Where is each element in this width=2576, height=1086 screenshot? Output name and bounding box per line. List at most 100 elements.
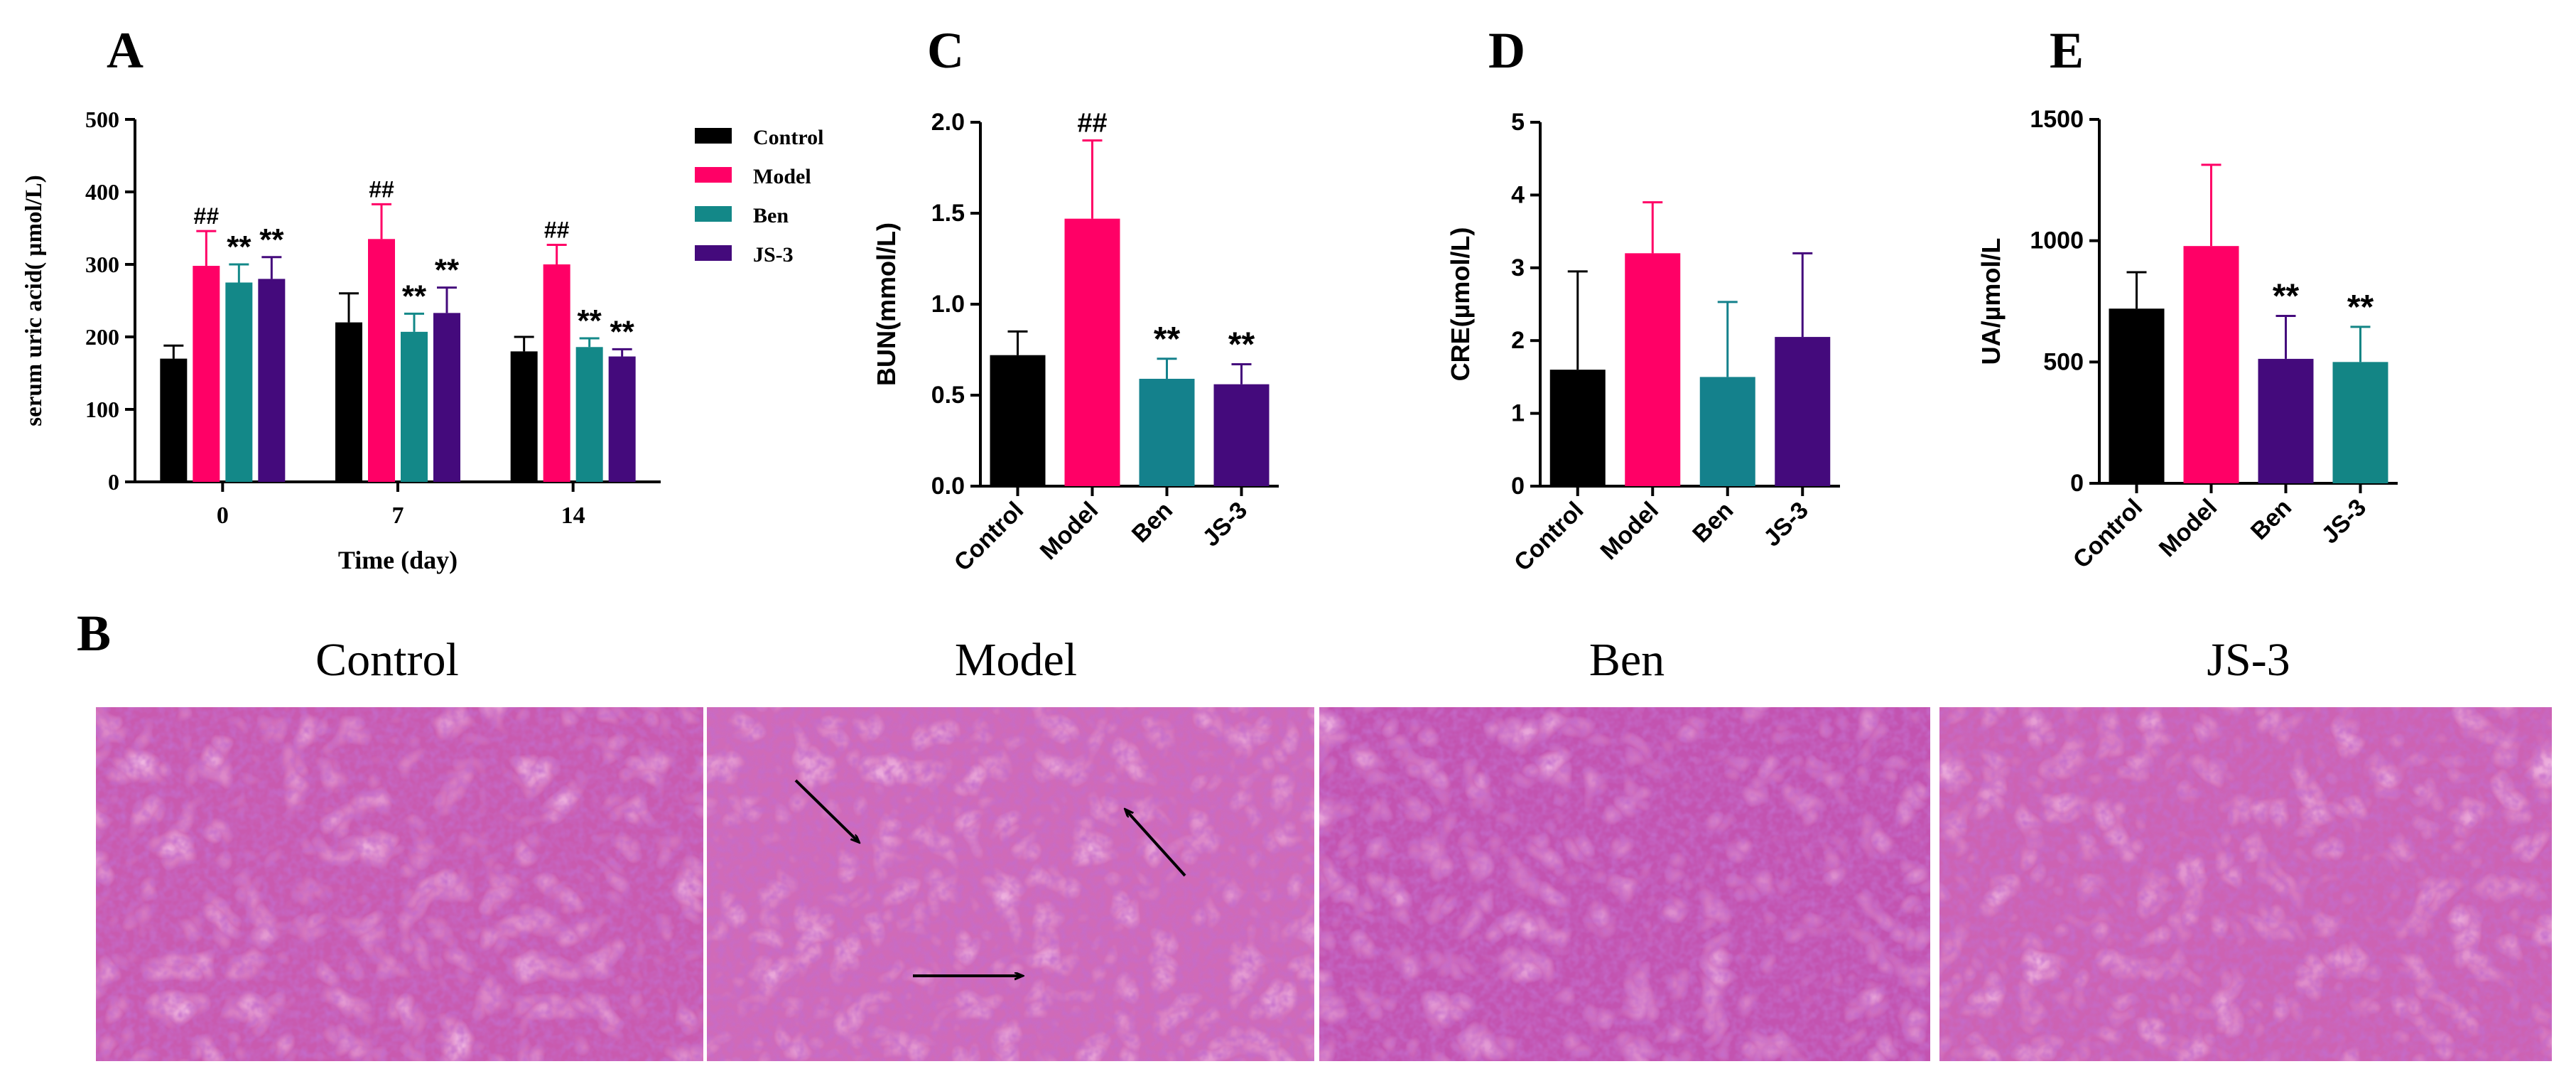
chart-a-significance-mark: ** — [435, 253, 460, 288]
chart-e-significance-mark: ** — [2347, 289, 2374, 326]
panel-letter-e: E — [2050, 22, 2084, 79]
chart-e-bar — [2109, 308, 2165, 483]
chart-a-xlabel: Time (day) — [338, 546, 458, 574]
histology-title-model: Model — [955, 634, 1077, 686]
legend-swatch-js3 — [695, 245, 732, 261]
panel-letter-b: B — [77, 605, 111, 662]
legend-label-control: Control — [753, 126, 823, 149]
chart-d-ytick-label: 3 — [1511, 254, 1525, 281]
histology-title-control: Control — [315, 634, 459, 686]
chart-a-ytick-label: 500 — [85, 107, 119, 132]
chart-a-ytick-label: 300 — [85, 252, 119, 277]
chart-a-bar — [160, 358, 188, 482]
chart-c-ytick-label: 1.0 — [931, 291, 965, 318]
chart-e: 0 500 1000 1500 UA/µmol/L Control Model ** Ben **… — [1976, 106, 2398, 574]
chart-c-xtick-label: JS-3 — [1197, 497, 1252, 552]
chart-a-xtick-label: 7 — [392, 502, 404, 529]
legend-swatch-control — [695, 128, 732, 144]
chart-a-ytick-label: 0 — [108, 469, 119, 495]
chart-e-ytick-label: 500 — [2043, 348, 2084, 375]
chart-c-ytick-label: 1.5 — [931, 200, 965, 227]
chart-a-bar — [193, 266, 220, 482]
chart-a-xtick-label: 14 — [561, 502, 585, 529]
legend-label-ben: Ben — [753, 204, 789, 227]
chart-d-xtick-label: Ben — [1687, 497, 1738, 548]
legend: Control Model Ben JS-3 — [695, 126, 823, 267]
histology-image-model — [707, 707, 1314, 1061]
chart-e-ytick-label: 1000 — [2030, 227, 2084, 254]
histology-title-ben: Ben — [1589, 634, 1665, 686]
chart-e-xtick-label: Control — [2068, 494, 2148, 574]
chart-a-bar — [510, 351, 538, 482]
chart-a-bar — [575, 347, 603, 482]
chart-a-significance-mark: ## — [369, 176, 394, 202]
chart-a-significance-mark: ** — [610, 314, 635, 349]
chart-a-ytick-label: 200 — [85, 324, 119, 350]
chart-d-xtick-label: JS-3 — [1758, 497, 1814, 552]
chart-c-significance-mark: ** — [1228, 326, 1255, 363]
legend-swatch-ben — [695, 206, 732, 222]
chart-a-bar — [225, 282, 253, 482]
chart-d-ylabel: CRE(µmol/L) — [1446, 227, 1475, 382]
chart-a-bar — [608, 356, 636, 482]
chart-e-bar — [2183, 246, 2239, 483]
chart-d-xtick-label: Control — [1509, 497, 1589, 576]
chart-d-bar — [1625, 253, 1681, 486]
chart-c-significance-mark: ## — [1077, 109, 1107, 139]
chart-c-bar — [1064, 218, 1120, 486]
chart-a-bar — [258, 279, 286, 482]
chart-a-bar — [401, 331, 428, 482]
chart-d-ytick-label: 1 — [1511, 400, 1525, 427]
chart-c-xtick-label: Model — [1035, 497, 1103, 565]
panel-letter-a: A — [107, 22, 144, 79]
chart-d-bar — [1775, 337, 1831, 486]
chart-c-bar — [1213, 384, 1270, 486]
chart-a-significance-mark: ## — [194, 203, 220, 229]
chart-e-xtick-label: JS-3 — [2316, 494, 2371, 549]
legend-swatch-model — [695, 167, 732, 183]
histology-image-ben — [1319, 707, 1930, 1061]
chart-a-significance-mark: ** — [259, 222, 284, 257]
chart-c-xtick-label: Control — [949, 497, 1029, 576]
chart-a-ylabel: serum uric acid( µmol/L) — [21, 175, 47, 426]
legend-label-model: Model — [753, 165, 811, 188]
chart-c: 0.0 0.5 1.0 1.5 2.0 BUN(mmol/L) Control ## Model… — [872, 109, 1279, 576]
chart-c-ytick-label: 0.5 — [931, 382, 965, 409]
chart-d-ytick-label: 0 — [1511, 473, 1525, 500]
arrow-1 — [794, 779, 858, 842]
chart-a-ytick-label: 400 — [85, 179, 119, 205]
chart-c-ytick-label: 2.0 — [931, 109, 965, 136]
chart-e-bar — [2258, 358, 2314, 483]
chart-a-significance-mark: ## — [544, 217, 570, 242]
chart-d-ytick-label: 4 — [1511, 181, 1525, 208]
chart-e-significance-mark: ** — [2273, 277, 2300, 315]
chart-d-xtick-label: Model — [1596, 497, 1664, 565]
chart-a-significance-mark: ** — [402, 279, 427, 313]
histology-image-js3 — [1939, 707, 2552, 1061]
chart-a-ytick-label: 100 — [85, 397, 119, 422]
chart-c-significance-mark: ** — [1154, 321, 1181, 358]
chart-d-bar — [1549, 370, 1606, 486]
panel-letter-d: D — [1488, 22, 1525, 79]
chart-a-bar — [543, 264, 570, 482]
chart-e-ytick-label: 0 — [2070, 470, 2084, 497]
chart-d: 0 1 2 3 4 5 CRE(µmol/L) Control Model Ben JS-3 — [1446, 109, 1840, 576]
chart-c-xtick-label: Ben — [1127, 497, 1178, 548]
chart-d-ytick-label: 5 — [1511, 109, 1525, 136]
chart-e-xtick-label: Ben — [2246, 494, 2297, 545]
chart-a-bar — [433, 313, 460, 482]
chart-e-ylabel: UA/µmol/L — [1976, 238, 2006, 365]
chart-c-bar — [990, 355, 1046, 486]
chart-a-significance-mark: ** — [227, 230, 251, 264]
chart-d-ytick-label: 2 — [1511, 327, 1525, 354]
chart-d-bar — [1699, 377, 1755, 486]
chart-a: 0 100 200 300 400 500 serum uric acid( µmol/L)… — [21, 107, 661, 574]
chart-a-bar — [335, 322, 362, 482]
chart-c-ytick-label: 0.0 — [931, 473, 965, 500]
arrow-2 — [1126, 810, 1186, 877]
chart-e-xtick-label: Model — [2154, 494, 2222, 562]
histology-image-control — [96, 707, 703, 1061]
chart-a-xtick-label: 0 — [217, 502, 229, 529]
legend-label-js3: JS-3 — [753, 243, 794, 267]
